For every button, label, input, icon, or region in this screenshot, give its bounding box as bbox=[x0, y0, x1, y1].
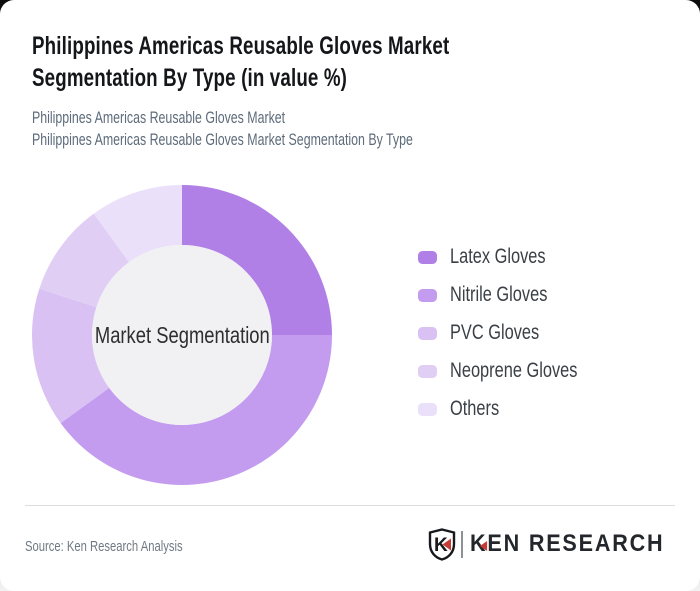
legend-label: Latex Gloves bbox=[450, 245, 546, 268]
legend-item-others: Others bbox=[418, 390, 613, 428]
source-text-label: Source: Ken Research Analysis bbox=[25, 538, 183, 555]
ken-research-logo: K KEN RESEARCH bbox=[428, 527, 686, 561]
page-title-line-2: Segmentation By Type (in value %) bbox=[32, 64, 348, 92]
logo-separator bbox=[460, 530, 463, 558]
donut-chart: Market Segmentation bbox=[32, 185, 332, 485]
legend-item-nitrile-gloves: Nitrile Gloves bbox=[418, 276, 613, 314]
ken-research-wordmark: KEN RESEARCH bbox=[470, 530, 664, 558]
legend-item-pvc-gloves: PVC Gloves bbox=[418, 314, 613, 352]
legend-swatch bbox=[418, 402, 437, 416]
legend-label: Nitrile Gloves bbox=[450, 283, 548, 306]
legend: Latex Gloves Nitrile Gloves PVC Gloves Neop… bbox=[418, 238, 613, 428]
legend-item-latex-gloves: Latex Gloves bbox=[418, 238, 613, 276]
wordmark-k: K bbox=[469, 530, 488, 557]
legend-label: Neoprene Gloves bbox=[450, 359, 578, 382]
legend-item-neoprene-gloves: Neoprene Gloves bbox=[418, 352, 613, 390]
donut-slice-latex-gloves bbox=[182, 185, 332, 335]
page-title-line-1: Philippines Americas Reusable Gloves Mar… bbox=[32, 32, 450, 60]
legend-label: Others bbox=[450, 397, 500, 420]
legend-swatch bbox=[418, 250, 437, 264]
subtitle-line-1: Philippines Americas Reusable Gloves Mar… bbox=[32, 109, 286, 127]
donut-slice-others bbox=[93, 185, 182, 263]
wordmark-rest: EN RESEARCH bbox=[487, 530, 665, 557]
chart-subtitles: Philippines Americas Reusable Gloves Mar… bbox=[32, 108, 540, 151]
legend-swatch bbox=[418, 288, 437, 302]
source-text: Source: Ken Research Analysis bbox=[25, 538, 235, 556]
donut-svg bbox=[32, 185, 332, 485]
footer-divider bbox=[25, 505, 675, 506]
svg-text:K: K bbox=[434, 535, 448, 556]
legend-swatch bbox=[418, 326, 437, 340]
donut-slice-pvc-gloves bbox=[32, 288, 110, 424]
page-title: Philippines Americas Reusable Gloves Mar… bbox=[32, 30, 589, 94]
ken-research-shield-icon: K bbox=[428, 527, 456, 561]
legend-label: PVC Gloves bbox=[450, 321, 540, 344]
donut-slice-neoprene-gloves bbox=[39, 213, 130, 308]
donut-slice-nitrile-gloves bbox=[60, 335, 332, 485]
donut-hole bbox=[92, 245, 272, 425]
legend-swatch bbox=[418, 364, 437, 378]
subtitle-line-2: Philippines Americas Reusable Gloves Mar… bbox=[32, 130, 413, 149]
